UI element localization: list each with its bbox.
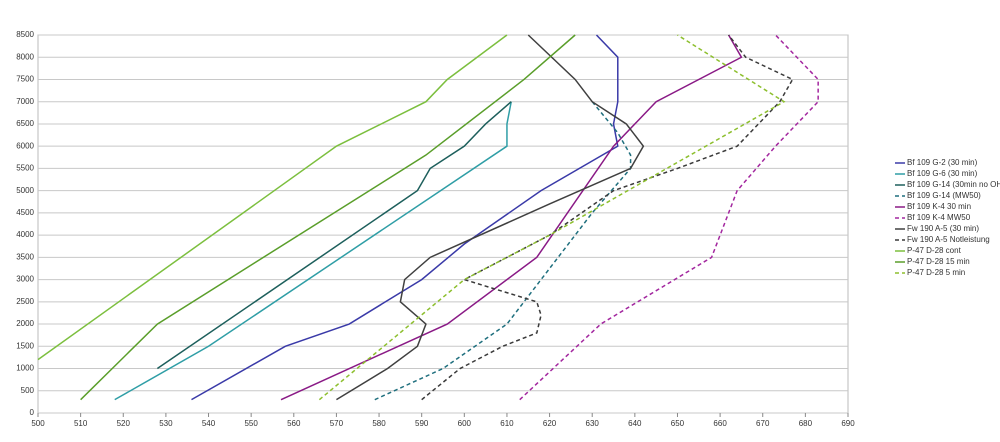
series-line [318,34,786,401]
y-tick-label: 0 [30,408,35,417]
x-tick-label: 690 [841,419,855,428]
x-tick-label: 550 [244,419,258,428]
x-tick-label: 560 [287,419,301,428]
series-line [336,34,645,401]
legend-label: P-47 D-28 5 min [907,268,965,277]
x-tick-label: 510 [74,419,88,428]
series-line [114,101,512,401]
legend-label: Fw 190 A-5 (30 min) [907,224,979,233]
plot-area [37,34,849,414]
x-tick-label: 660 [713,419,727,428]
x-tick-label: 650 [671,419,685,428]
legend-label: Bf 109 G-14 (30min no OH) [907,180,1000,189]
x-tick-label: 600 [458,419,472,428]
series-line [156,101,512,370]
y-tick-label: 2000 [16,319,34,328]
legend-label: Fw 190 A-5 Notleistung [907,235,990,244]
x-tick-label: 570 [330,419,344,428]
x-tick-label: 680 [799,419,813,428]
y-tick-label: 2500 [16,297,34,306]
series-line [191,34,619,401]
y-tick-label: 4500 [16,208,34,217]
x-tick-label: 520 [117,419,131,428]
y-tick-label: 5000 [16,186,34,195]
x-tick-label: 630 [586,419,600,428]
legend-label: Bf 109 K-4 MW50 [907,213,971,222]
y-tick-label: 7000 [16,97,34,106]
y-tick-label: 1000 [16,364,34,373]
y-tick-label: 6000 [16,141,34,150]
y-tick-label: 6500 [16,119,34,128]
series-line [80,34,576,401]
series-line [280,34,743,401]
y-tick-label: 500 [21,386,35,395]
series-line [374,101,632,401]
x-tick-label: 590 [415,419,429,428]
y-tick-label: 8000 [16,52,34,61]
x-tick-label: 580 [372,419,386,428]
legend-label: P-47 D-28 15 min [907,257,970,266]
series-line [37,34,508,361]
y-tick-label: 7500 [16,75,34,84]
legend-label: P-47 D-28 cont [907,246,962,255]
legend-label: Bf 109 G-2 (30 min) [907,158,978,167]
x-tick-label: 640 [628,419,642,428]
y-tick-label: 4000 [16,230,34,239]
x-tick-label: 500 [31,419,45,428]
y-tick-label: 3500 [16,252,34,261]
y-tick-label: 8500 [16,30,34,39]
legend-label: Bf 109 G-6 (30 min) [907,169,978,178]
x-tick-label: 670 [756,419,770,428]
y-tick-label: 1500 [16,341,34,350]
x-tick-label: 610 [500,419,514,428]
x-tick-label: 620 [543,419,557,428]
legend-label: Bf 109 K-4 30 min [907,202,971,211]
x-tick-label: 530 [159,419,173,428]
y-tick-label: 3000 [16,275,34,284]
x-tick-label: 540 [202,419,216,428]
y-tick-label: 5500 [16,164,34,173]
legend-label: Bf 109 G-14 (MW50) [907,191,981,200]
series-line [421,34,794,401]
